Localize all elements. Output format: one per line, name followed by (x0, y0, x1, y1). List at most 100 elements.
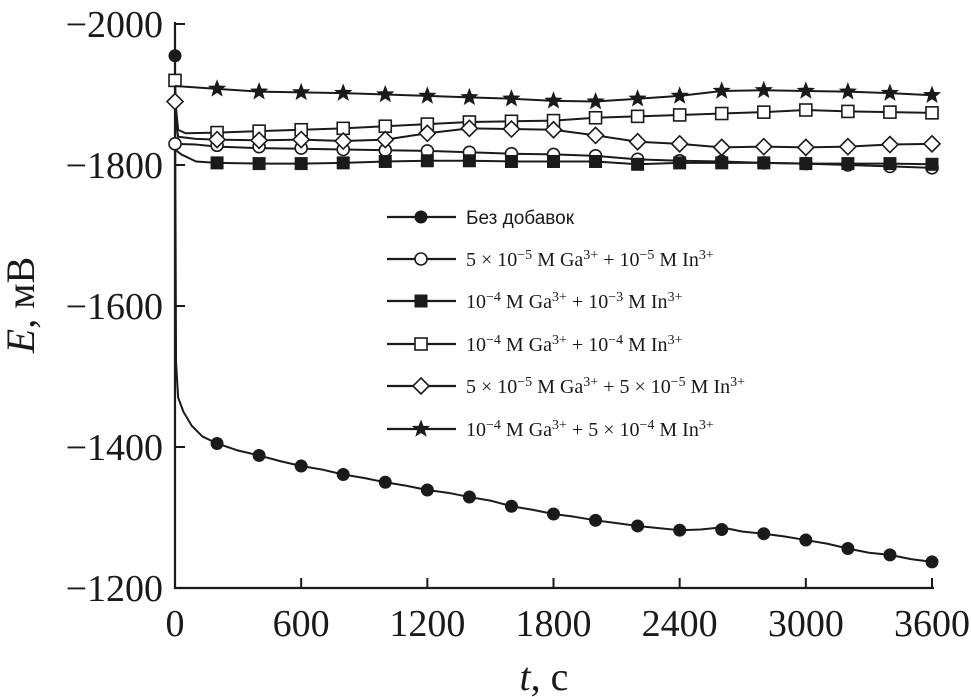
series-6-marker (418, 86, 437, 104)
legend-label: 5 × 10−5 M Ga3+ + 5 × 10−5 M In3+ (466, 375, 745, 399)
legend-marker (411, 419, 431, 437)
x-tick-label: 2400 (642, 603, 718, 645)
series-6-marker (796, 81, 815, 99)
x-tick-label: 600 (273, 603, 330, 645)
series-1-marker (336, 467, 350, 481)
series-6-marker (544, 91, 563, 109)
series-1-marker (757, 527, 771, 541)
legend-item-4: 10−4 M Ga3+ + 10−4 M In3+ (387, 333, 683, 357)
series-layer (165, 49, 942, 569)
legend-label: Без добавок (466, 208, 575, 229)
series-3-marker (252, 157, 266, 171)
series-1-marker (883, 548, 897, 562)
series-3-marker (378, 154, 392, 168)
series-5-marker (376, 130, 395, 149)
series-3-marker (883, 157, 897, 171)
ticks: 0 600 1200 1800 2400 3000 3600 −2000 −1800 −1600 −… (66, 4, 970, 645)
series-3-marker (841, 157, 855, 171)
series-3-marker (799, 157, 813, 171)
series-3-marker (631, 157, 645, 171)
series-3-marker (294, 157, 308, 171)
series-6-marker (670, 86, 689, 104)
series-1-marker (673, 523, 687, 537)
legend-item-6: 10−4 M Ga3+ + 5 × 10−4 M In3+ (387, 418, 714, 442)
series-1-marker (294, 459, 308, 473)
series-3-marker (420, 154, 434, 168)
legend-label: 10−4 M Ga3+ + 5 × 10−4 M In3+ (466, 418, 714, 442)
legend-label: 10−4 M Ga3+ + 10−4 M In3+ (466, 333, 683, 357)
series-3-marker (504, 154, 518, 168)
series-1-marker (547, 507, 560, 521)
series-3-marker (757, 156, 771, 170)
series-6-marker (502, 89, 521, 107)
series-6-marker (249, 82, 269, 100)
series-1-marker (420, 483, 434, 497)
series-1-marker (504, 499, 518, 513)
series-6-marker (460, 87, 479, 106)
series-1-marker (589, 513, 603, 527)
series-5-marker (838, 137, 858, 156)
series-6-marker (207, 79, 227, 97)
series-4-line (174, 80, 933, 135)
series-1-marker (841, 542, 855, 556)
series-1-marker (462, 490, 476, 504)
series-6-marker (292, 82, 311, 101)
series-5-marker (460, 119, 479, 138)
series-5-line (174, 101, 933, 149)
legend-item-3: 10−4 M Ga3+ + 10−3 M In3+ (387, 290, 683, 313)
series-3-marker (462, 154, 476, 168)
legend-marker (414, 294, 428, 308)
series-3-marker (210, 156, 224, 170)
series-6-marker (922, 85, 942, 103)
legend-marker (414, 252, 428, 266)
legend: Без добавок 5 × 10−5 M Ga3+ + 10−5 M In3+… (387, 208, 745, 441)
x-tick-label: 3000 (768, 603, 844, 645)
series-3-marker (715, 156, 729, 170)
series-4 (168, 73, 939, 140)
series-4-marker (841, 104, 855, 119)
series-6-marker (754, 80, 773, 99)
legend-marker (414, 210, 428, 224)
y-tick-label: −1200 (66, 568, 163, 610)
series-2-marker (168, 137, 182, 151)
y-tick-label: −1400 (66, 427, 163, 469)
x-tick-label: 1800 (516, 603, 592, 645)
series-1-marker (925, 555, 939, 569)
series-1 (168, 49, 939, 569)
series-3-marker (547, 154, 560, 168)
series-4-marker (714, 106, 729, 121)
series-3-marker (336, 156, 350, 170)
y-tick-label: −1600 (66, 286, 163, 328)
series-4-marker (378, 119, 393, 134)
axes (173, 22, 934, 590)
series-1-marker (378, 475, 392, 489)
series-6-marker (712, 81, 731, 99)
series-3-marker (925, 157, 939, 171)
series-6-marker (628, 89, 647, 107)
series-4-marker (588, 110, 603, 125)
y-tick-label: −2000 (66, 4, 163, 46)
series-5-marker (165, 92, 185, 111)
series-5-marker (796, 138, 815, 157)
series-5-marker (586, 126, 605, 145)
series-5-marker (334, 131, 353, 151)
series-1-marker (252, 448, 266, 462)
series-5-marker (880, 135, 900, 154)
series-5-marker (292, 130, 311, 149)
x-tick-label: 3600 (894, 603, 970, 645)
series-1-marker (168, 49, 182, 63)
x-tick-label: 1200 (389, 603, 465, 645)
series-1-marker (715, 522, 729, 536)
series-1-marker (799, 533, 813, 547)
series-4-marker (799, 103, 813, 117)
series-6-marker (376, 84, 395, 103)
legend-item-2: 5 × 10−5 M Ga3+ + 10−5 M In3+ (387, 248, 714, 271)
series-5-marker (207, 130, 227, 149)
series-4-marker (925, 106, 939, 120)
series-5-marker (544, 120, 563, 139)
x-axis-title: t, с (520, 654, 569, 697)
legend-item-1: Без добавок (387, 208, 575, 229)
y-axis-title: E, мВ (0, 257, 43, 354)
